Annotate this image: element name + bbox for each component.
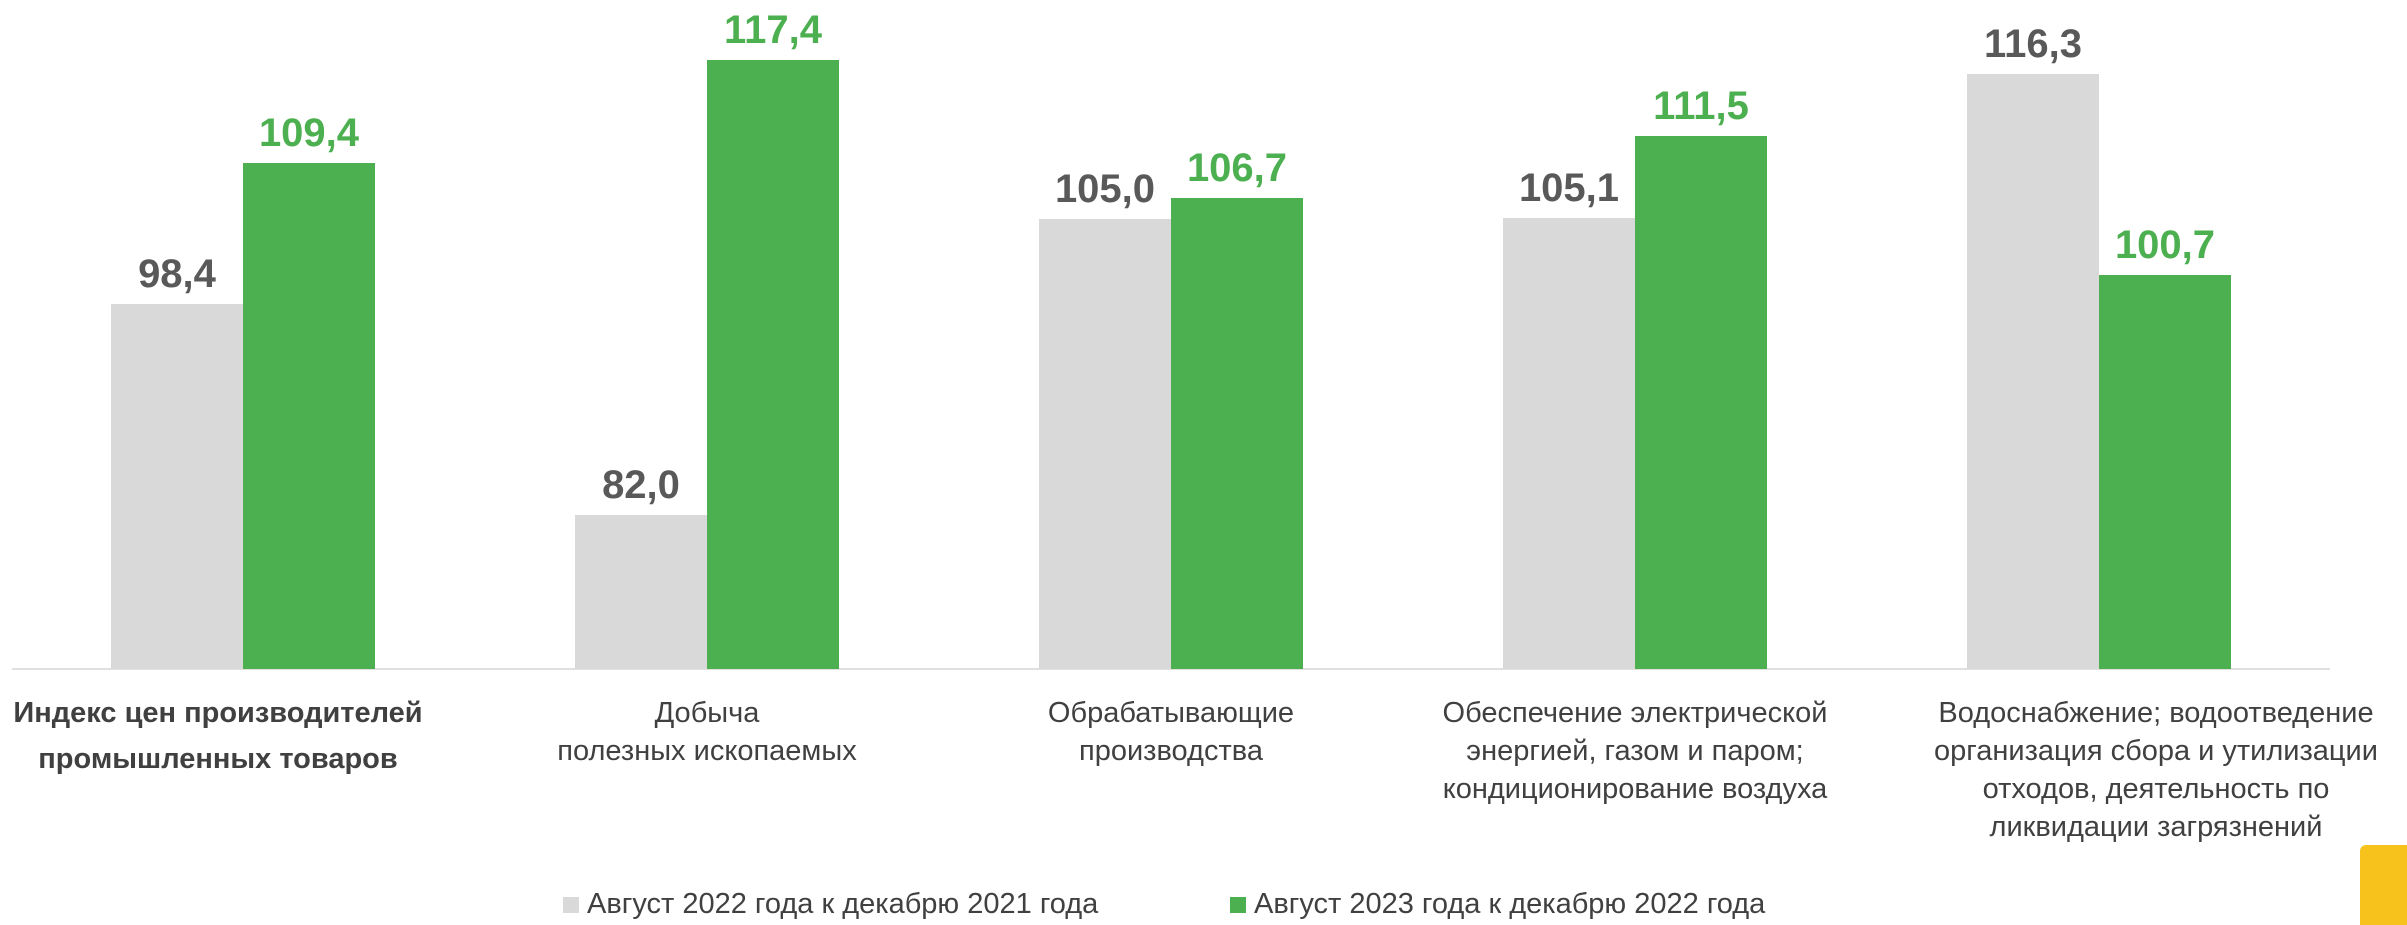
bar bbox=[707, 60, 839, 669]
bar bbox=[243, 162, 375, 669]
bar bbox=[2099, 274, 2231, 669]
legend-item: Август 2023 года к декабрю 2022 года bbox=[1230, 888, 1765, 921]
bar bbox=[1635, 135, 1767, 669]
legend-label: Август 2023 года к декабрю 2022 года bbox=[1254, 888, 1766, 920]
bar bbox=[111, 304, 243, 669]
bar bbox=[1171, 197, 1303, 669]
x-tick-label: Добыча полезных ископаемых bbox=[557, 697, 857, 767]
legend-item: Август 2022 года к декабрю 2021 года bbox=[563, 888, 1098, 921]
x-tick-label: Водоснабжение; водоотведение организация… bbox=[1934, 697, 2378, 843]
value-label: 82,0 bbox=[602, 462, 680, 507]
bar bbox=[1967, 74, 2099, 669]
bar bbox=[575, 514, 707, 669]
legend-label: Август 2022 года к декабрю 2021 года bbox=[587, 888, 1099, 920]
value-label: 109,4 bbox=[258, 110, 360, 155]
bar bbox=[1039, 219, 1171, 669]
value-label: 105,0 bbox=[1054, 167, 1156, 212]
x-tick-label: Обеспечение электрической энергией, газо… bbox=[1442, 697, 1828, 805]
bar bbox=[1503, 218, 1635, 669]
value-label: 111,5 bbox=[1653, 83, 1749, 128]
value-label: 105,1 bbox=[1518, 166, 1620, 211]
legend-swatch bbox=[563, 896, 579, 913]
x-tick-label: Индекс цен производителей промышленных т… bbox=[13, 697, 423, 775]
baseline bbox=[12, 668, 2330, 670]
value-label: 116,3 bbox=[1984, 22, 2082, 67]
value-label: 98,4 bbox=[138, 252, 216, 297]
x-tick-label: Обрабатывающие производства bbox=[1047, 697, 1295, 767]
legend-swatch bbox=[1230, 896, 1246, 913]
value-label: 100,7 bbox=[2114, 222, 2216, 267]
corner-decoration bbox=[2360, 845, 2407, 925]
value-label: 117,4 bbox=[724, 8, 822, 53]
value-label: 106,7 bbox=[1186, 145, 1288, 190]
